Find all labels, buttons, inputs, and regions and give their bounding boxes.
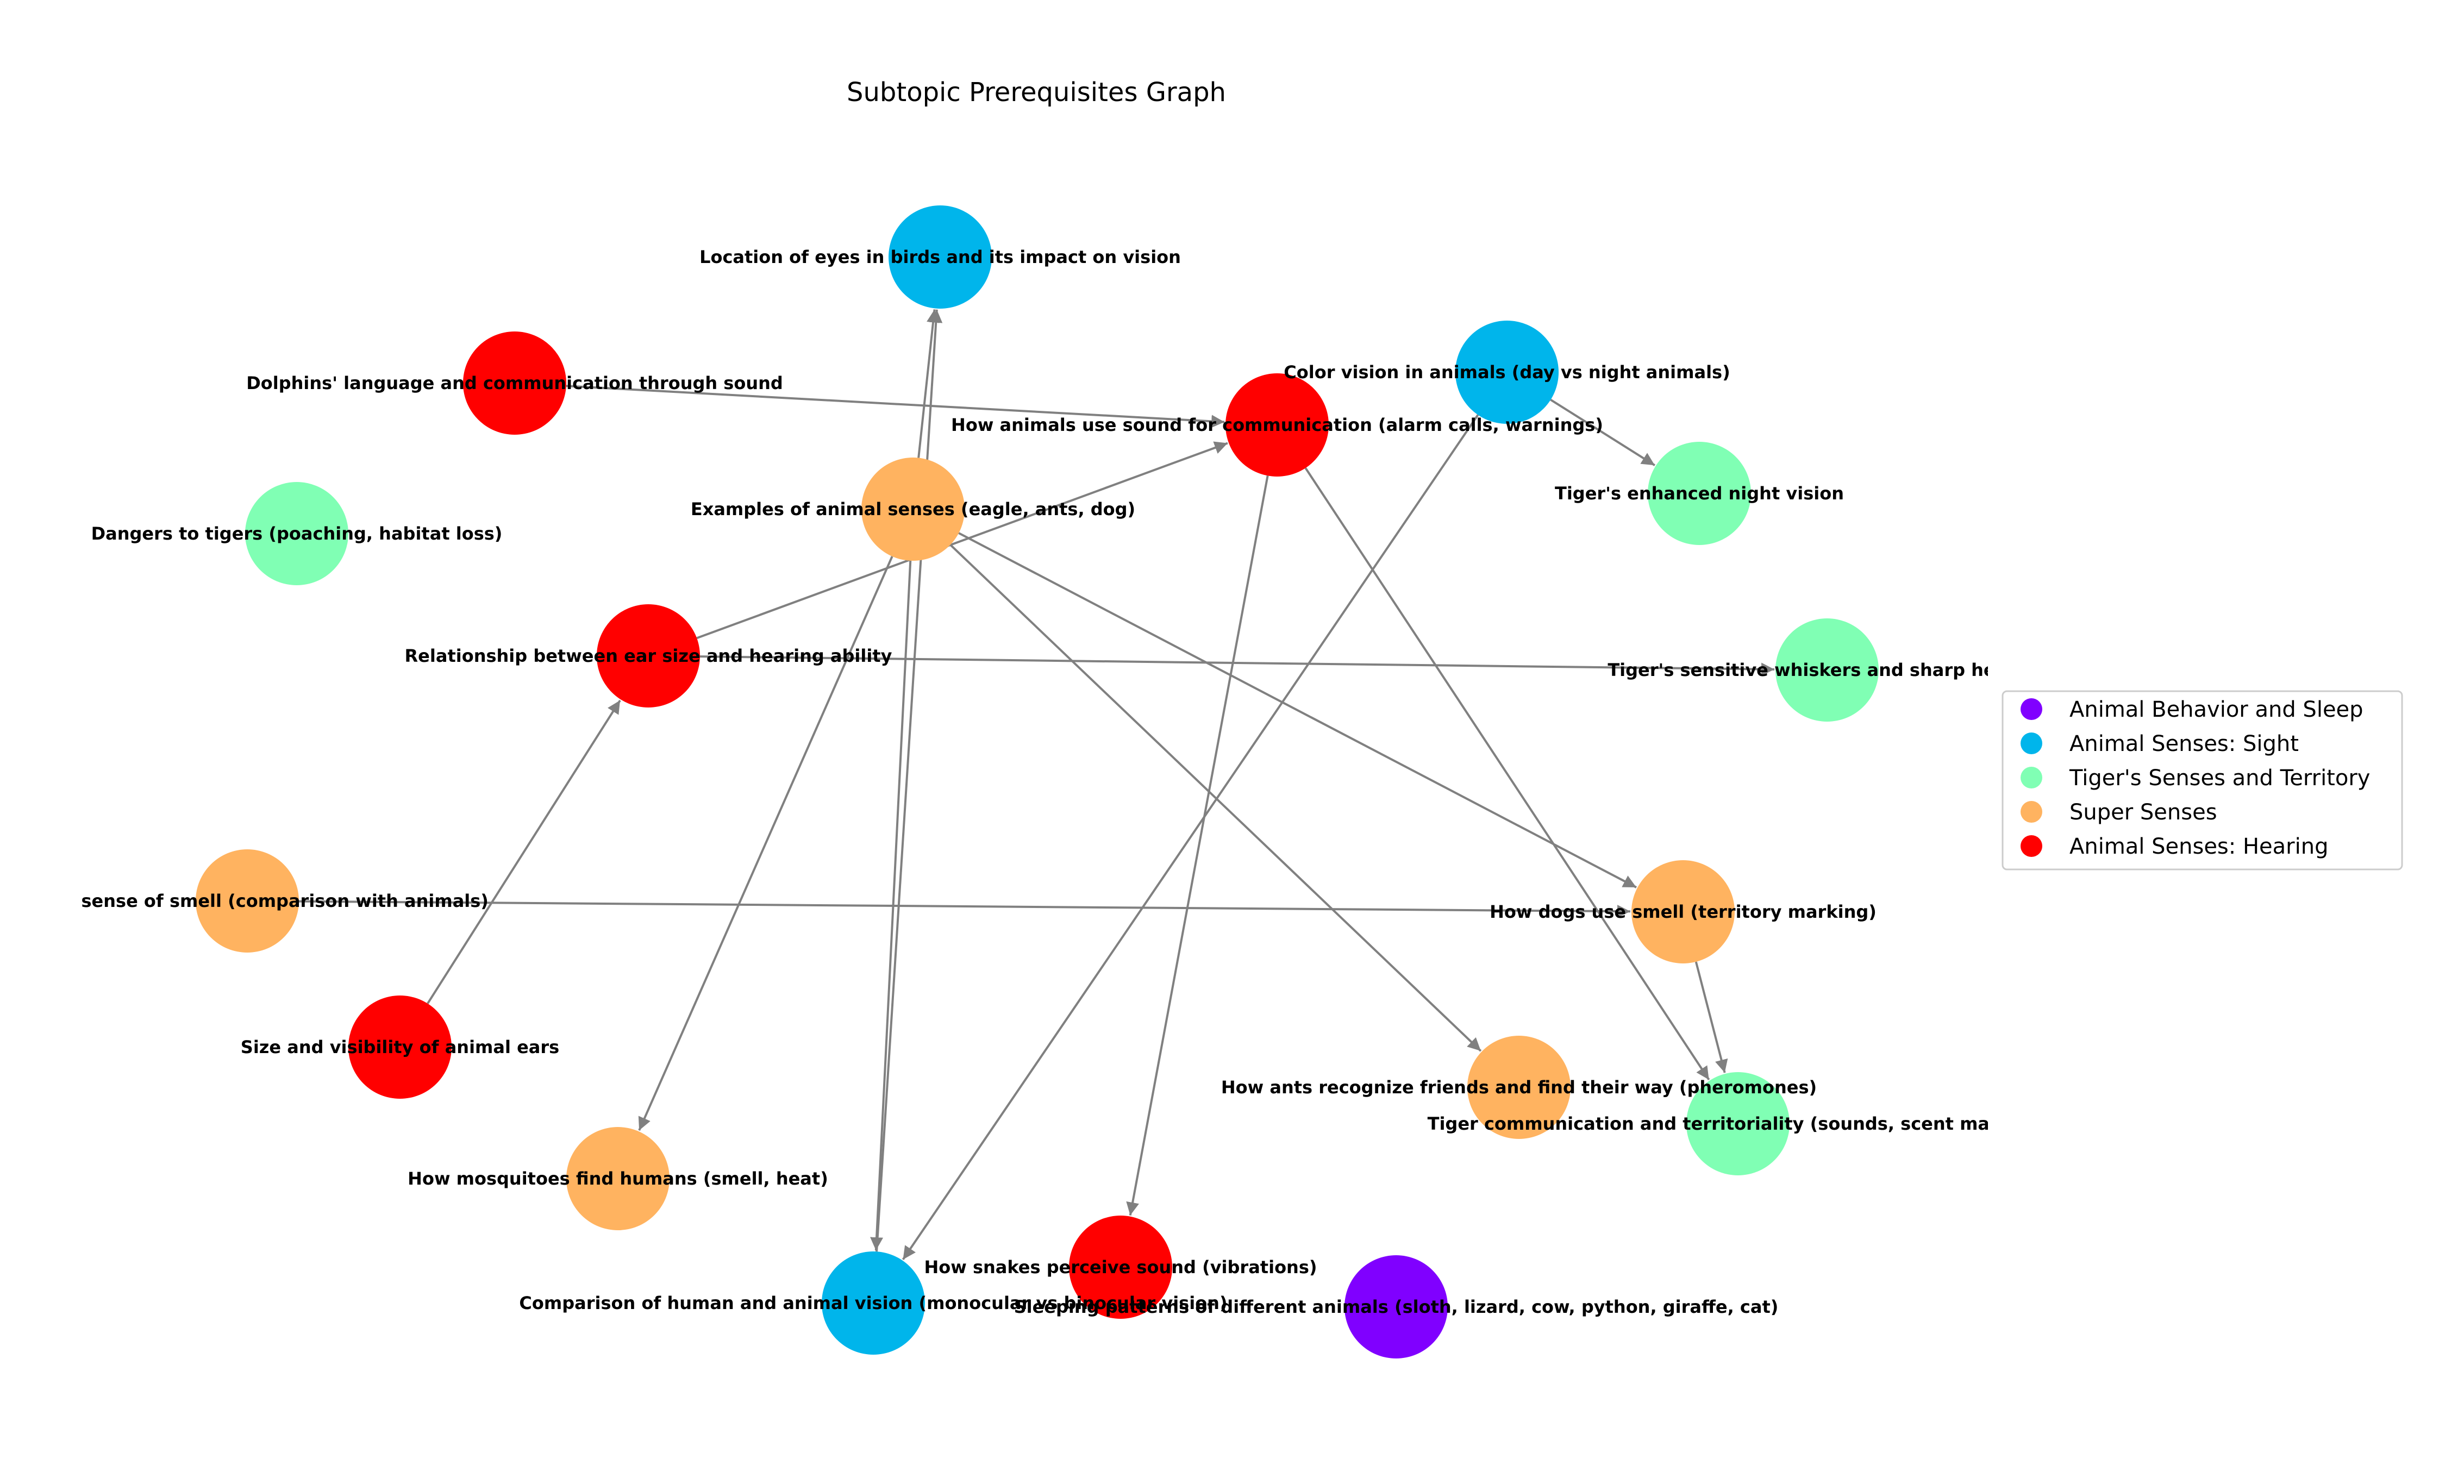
- node-label-examples: Examples of animal senses (eagle, ants, …: [691, 499, 1135, 519]
- node-ears_visibility[interactable]: [348, 995, 452, 1099]
- legend-marker-sight: [2021, 732, 2042, 754]
- node-label-ear_size: Relationship between ear size and hearin…: [405, 646, 892, 666]
- node-label-sound_comm: How animals use sound for communication …: [951, 415, 1603, 435]
- legend: Animal Behavior and Sleep Animal Senses: …: [2002, 690, 2403, 871]
- node-dogs[interactable]: [1631, 860, 1735, 963]
- node-label-sleeping: Sleeping patterns of different animals (…: [1014, 1297, 1779, 1317]
- node-label-whiskers: Tiger's sensitive whiskers and sharp hea…: [1608, 660, 2046, 680]
- legend-marker-tiger: [2021, 767, 2042, 788]
- edge-ear_size-to-whiskers: [699, 655, 1775, 676]
- node-smell[interactable]: [196, 849, 299, 953]
- node-label-dangers: Dangers to tigers (poaching, habitat los…: [91, 523, 503, 544]
- node-label-ears_visibility: Size and visibility of animal ears: [241, 1037, 559, 1057]
- node-human_vision[interactable]: [822, 1251, 925, 1355]
- edge-examples-to-dogs: [958, 532, 1637, 888]
- legend-label-tiger: Tiger's Senses and Territory: [2069, 766, 2370, 791]
- nodes-layer: [196, 205, 1879, 1358]
- legend-marker-sleep: [2021, 698, 2042, 720]
- node-label-tiger_comm: Tiger communication and territoriality (…: [1428, 1113, 2049, 1134]
- node-dolphins[interactable]: [463, 331, 566, 435]
- node-sound_comm[interactable]: [1225, 373, 1329, 477]
- edge-dolphins-to-sound_comm: [566, 385, 1225, 428]
- node-snakes[interactable]: [1069, 1216, 1172, 1319]
- node-examples[interactable]: [861, 458, 965, 561]
- node-label-snakes: How snakes perceive sound (vibrations): [924, 1257, 1317, 1278]
- edge-sound_comm-to-snakes: [1126, 475, 1269, 1216]
- edge-human_vision-to-eyes_birds: [875, 309, 943, 1252]
- node-color_vision[interactable]: [1455, 321, 1559, 424]
- edge-smell-to-dogs: [298, 900, 1631, 918]
- edge-ears_visibility-to-ear_size: [427, 699, 621, 1004]
- legend-label-sight: Animal Senses: Sight: [2069, 731, 2299, 756]
- edges-layer: [298, 309, 1775, 1260]
- node-dangers[interactable]: [245, 482, 348, 585]
- node-mosquitoes[interactable]: [566, 1127, 670, 1230]
- legend-frame: [2002, 690, 2403, 871]
- edge-color_vision-to-human_vision: [902, 414, 1479, 1260]
- edge-sound_comm-to-tiger_comm: [1304, 467, 1710, 1081]
- node-label-night_vision: Tiger's enhanced night vision: [1555, 483, 1844, 504]
- legend-marker-super: [2021, 801, 2042, 823]
- legend-label-hearing: Animal Senses: Hearing: [2069, 834, 2328, 859]
- edge-examples-to-ants: [949, 544, 1482, 1052]
- legend-marker-hearing: [2021, 835, 2042, 857]
- edge-examples-to-eyes_birds: [917, 309, 940, 458]
- edge-dogs-to-tiger_comm: [1694, 961, 1728, 1073]
- legend-label-super: Super Senses: [2069, 800, 2217, 825]
- node-ear_size[interactable]: [597, 604, 700, 707]
- node-sleeping[interactable]: [1344, 1255, 1448, 1358]
- node-label-eyes_birds: Location of eyes in birds and its impact…: [699, 247, 1181, 267]
- node-eyes_birds[interactable]: [889, 205, 992, 309]
- node-label-dolphins: Dolphins' language and communication thr…: [246, 373, 783, 393]
- edge-color_vision-to-night_vision: [1550, 398, 1655, 466]
- edge-examples-to-mosquitoes: [638, 556, 893, 1131]
- node-label-human_vision: Comparison of human and animal vision (m…: [519, 1293, 1227, 1313]
- edge-ear_size-to-sound_comm: [696, 441, 1228, 640]
- node-whiskers[interactable]: [1775, 618, 1879, 722]
- node-label-smell: Human sense of smell (comparison with an…: [6, 891, 489, 911]
- node-label-color_vision: Color vision in animals (day vs night an…: [1284, 362, 1730, 383]
- node-label-dogs: How dogs use smell (territory marking): [1490, 901, 1877, 922]
- labels-layer: Location of eyes in birds and its impact…: [6, 247, 2049, 1317]
- node-label-ants: How ants recognize friends and find thei…: [1221, 1077, 1817, 1098]
- node-label-mosquitoes: How mosquitoes find humans (smell, heat): [408, 1168, 828, 1189]
- node-tiger_comm[interactable]: [1686, 1072, 1790, 1175]
- node-night_vision[interactable]: [1648, 442, 1751, 545]
- graph-title: Subtopic Prerequisites Graph: [847, 77, 1226, 108]
- node-ants[interactable]: [1467, 1036, 1571, 1139]
- legend-label-sleep: Animal Behavior and Sleep: [2069, 697, 2363, 722]
